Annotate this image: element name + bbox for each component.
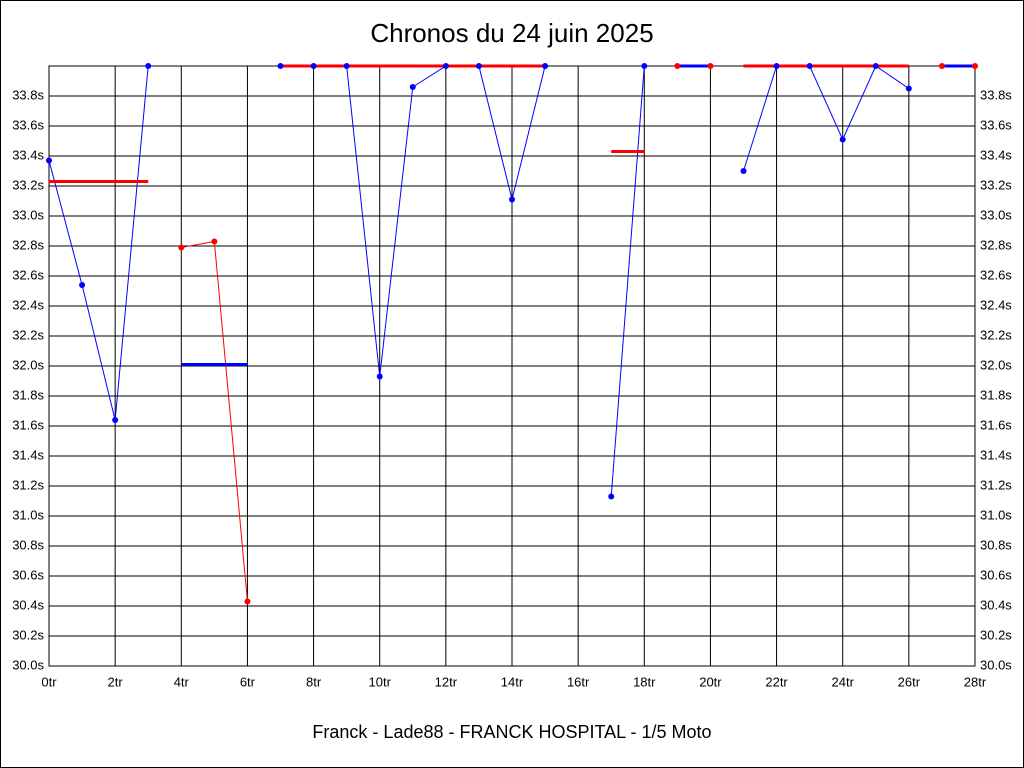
point: [376, 373, 383, 380]
series-line: [48, 65, 149, 421]
point: [112, 417, 119, 423]
y2-tick-label: 30.4s: [980, 597, 1012, 612]
y-tick-label: 31.6s: [12, 417, 44, 432]
point: [872, 63, 879, 69]
y-tick-label: 32.4s: [12, 297, 44, 312]
y2-tick-label: 31.6s: [980, 417, 1012, 432]
y2-tick-label: 33.2s: [980, 177, 1012, 192]
y2-tick-label: 30.8s: [980, 537, 1012, 552]
point: [674, 63, 681, 69]
point: [310, 63, 317, 69]
y-tick-label: 32.6s: [12, 267, 44, 282]
x-tick-label: 16tr: [567, 674, 590, 689]
x-tick-label: 24tr: [832, 674, 855, 689]
point: [740, 168, 747, 174]
y2-tick-label: 31.2s: [980, 477, 1012, 492]
y2-tick-label: 31.0s: [980, 507, 1012, 522]
x-tick-label: 6tr: [240, 674, 256, 689]
y-tick-label: 33.2s: [12, 177, 44, 192]
point: [277, 63, 284, 69]
point: [79, 282, 86, 288]
point: [938, 63, 945, 69]
y-tick-label: 30.0s: [12, 657, 44, 672]
point: [145, 63, 152, 69]
chart-title: Chronos du 24 juin 2025: [370, 18, 653, 48]
y-tick-label: 31.8s: [12, 387, 44, 402]
y2-tick-label: 31.4s: [980, 447, 1012, 462]
point: [608, 493, 615, 500]
y-tick-label: 31.4s: [12, 447, 44, 462]
y-tick-label: 33.8s: [12, 87, 44, 102]
y2-tick-label: 30.0s: [980, 657, 1012, 672]
y2-tick-label: 33.4s: [980, 147, 1012, 162]
point: [707, 63, 714, 69]
y-tick-label: 30.8s: [12, 537, 44, 552]
x-tick-label: 12tr: [435, 674, 458, 689]
x-tick-label: 18tr: [633, 674, 656, 689]
y2-tick-label: 30.6s: [980, 567, 1012, 582]
y-tick-label: 33.0s: [12, 207, 44, 222]
x-tick-label: 10tr: [369, 674, 392, 689]
y-tick-label: 33.4s: [12, 147, 44, 162]
point: [806, 63, 813, 69]
x-axis-label: Franck - Lade88 - FRANCK HOSPITAL - 1/5 …: [312, 722, 711, 742]
y-tick-label: 32.0s: [12, 357, 44, 372]
point: [211, 238, 218, 245]
point: [905, 85, 912, 92]
point: [839, 136, 846, 143]
y2-tick-label: 31.8s: [980, 387, 1012, 402]
y-tick-label: 30.4s: [12, 597, 44, 612]
y2-tick-label: 32.4s: [980, 297, 1012, 312]
y2-tick-label: 33.6s: [980, 117, 1012, 132]
y-tick-label: 33.6s: [12, 117, 44, 132]
point: [409, 84, 416, 90]
point: [509, 196, 515, 203]
y-tick-label: 32.8s: [12, 237, 44, 252]
point: [972, 63, 978, 69]
y2-tick-label: 33.8s: [980, 87, 1012, 102]
point: [178, 244, 185, 251]
point: [475, 63, 482, 69]
point: [343, 63, 350, 69]
y-tick-label: 32.2s: [12, 327, 44, 342]
series-line: [743, 65, 910, 172]
y-tick-label: 30.2s: [12, 627, 44, 642]
y2-tick-label: 33.0s: [980, 207, 1012, 222]
y2-tick-label: 32.0s: [980, 357, 1012, 372]
point: [641, 63, 648, 69]
y2-tick-label: 32.2s: [980, 327, 1012, 342]
x-tick-label: 20tr: [699, 674, 722, 689]
x-tick-label: 28tr: [964, 674, 987, 689]
point: [244, 598, 251, 605]
x-tick-label: 8tr: [306, 674, 322, 689]
y-tick-label: 31.2s: [12, 477, 44, 492]
x-tick-label: 26tr: [898, 674, 921, 689]
point: [442, 63, 449, 69]
point: [773, 63, 780, 69]
y-tick-label: 30.6s: [12, 567, 44, 582]
x-tick-label: 0tr: [41, 674, 57, 689]
y-tick-label: 31.0s: [12, 507, 44, 522]
series-line: [610, 65, 645, 497]
y2-tick-label: 30.2s: [980, 627, 1012, 642]
x-tick-label: 14tr: [501, 674, 524, 689]
y2-tick-label: 32.8s: [980, 237, 1012, 252]
x-tick-label: 2tr: [108, 674, 124, 689]
x-tick-label: 4tr: [174, 674, 190, 689]
point: [46, 157, 52, 164]
point: [542, 63, 549, 69]
y2-tick-label: 32.6s: [980, 267, 1012, 282]
x-tick-label: 22tr: [765, 674, 788, 689]
